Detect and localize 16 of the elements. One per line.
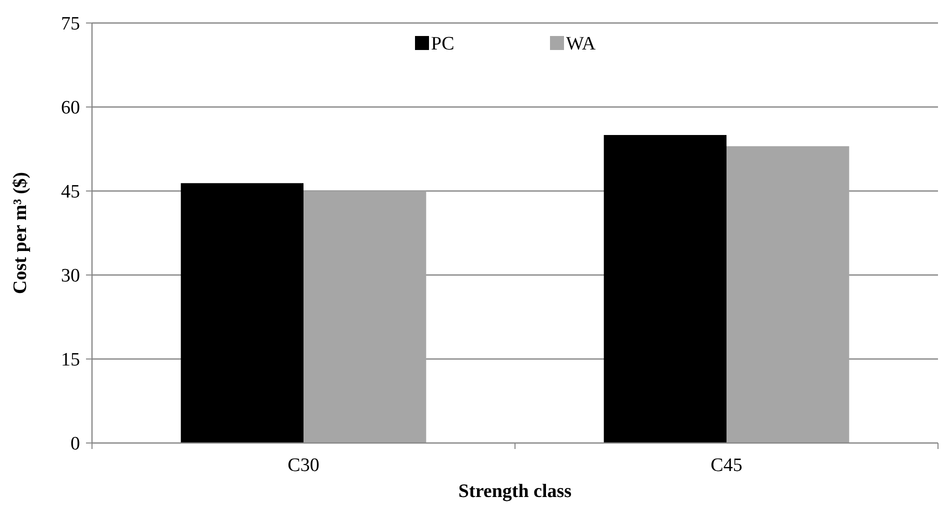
legend-label: WA: [566, 34, 596, 55]
bar: [726, 146, 850, 443]
y-tick-label: 45: [61, 182, 80, 203]
y-tick-label: 60: [61, 98, 80, 119]
y-tick-label: 75: [61, 14, 80, 35]
bar: [604, 135, 726, 443]
bar: [304, 191, 426, 443]
y-tick-label: 30: [61, 266, 80, 287]
x-tick-label: C30: [288, 455, 320, 476]
legend-label: PC: [431, 34, 454, 55]
y-tick-label: 0: [70, 434, 80, 455]
bar: [180, 183, 304, 443]
y-axis-title: Cost per m³ ($): [10, 172, 31, 294]
x-axis-title: Strength class: [458, 481, 572, 502]
y-tick-label: 15: [61, 350, 80, 371]
x-tick-label: C45: [710, 455, 742, 476]
